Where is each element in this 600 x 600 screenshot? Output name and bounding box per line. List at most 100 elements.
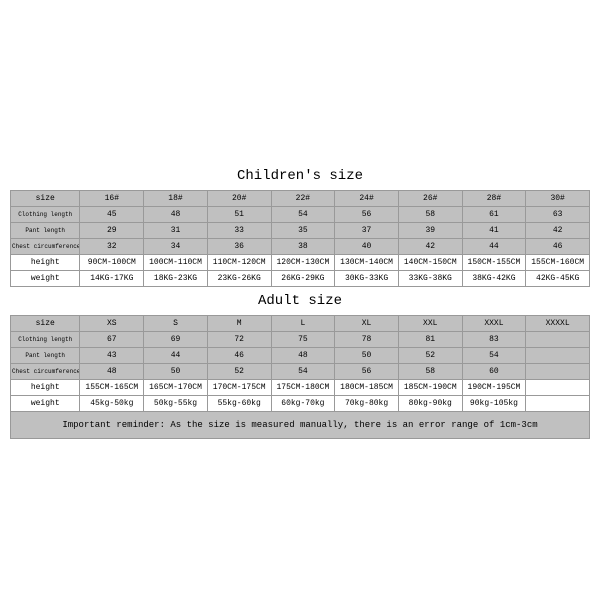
table-cell: 185CM-190CM bbox=[398, 379, 462, 395]
table-cell: 90kg-105kg bbox=[462, 395, 526, 411]
size-chart-container: Children's size size16#18#20#22#24#26#28… bbox=[10, 162, 590, 439]
table-cell: 18# bbox=[144, 190, 208, 206]
table-cell: 67 bbox=[80, 331, 144, 347]
row-label: Clothing length bbox=[11, 206, 80, 222]
table-cell: 150CM-155CM bbox=[462, 254, 526, 270]
table-cell: 69 bbox=[144, 331, 208, 347]
table-cell: 140CM-150CM bbox=[398, 254, 462, 270]
table-cell: 29 bbox=[80, 222, 144, 238]
row-label: weight bbox=[11, 395, 80, 411]
table-cell: XS bbox=[80, 315, 144, 331]
table-cell: 50kg-55kg bbox=[144, 395, 208, 411]
table-cell: 155CM-165CM bbox=[80, 379, 144, 395]
table-cell: 170CM-175CM bbox=[207, 379, 271, 395]
table-cell: 40 bbox=[335, 238, 399, 254]
table-cell: 175CM-180CM bbox=[271, 379, 335, 395]
table-cell bbox=[526, 331, 590, 347]
table-row: weight45kg-50kg50kg-55kg55kg-60kg60kg-70… bbox=[11, 395, 590, 411]
table-row: Clothing length4548515456586163 bbox=[11, 206, 590, 222]
table-cell: XXXL bbox=[462, 315, 526, 331]
table-cell: 42KG-45KG bbox=[526, 270, 590, 286]
table-cell: 16# bbox=[80, 190, 144, 206]
row-label: size bbox=[11, 190, 80, 206]
table-cell bbox=[526, 347, 590, 363]
table-cell: 56 bbox=[335, 363, 399, 379]
table-cell: 61 bbox=[462, 206, 526, 222]
table-cell: 38 bbox=[271, 238, 335, 254]
adult-size-table: sizeXSSMLXLXXLXXXLXXXXLClothing length67… bbox=[10, 315, 590, 412]
table-cell: 90CM-100CM bbox=[80, 254, 144, 270]
table-cell: 39 bbox=[398, 222, 462, 238]
table-cell: 100CM-110CM bbox=[144, 254, 208, 270]
table-cell: 72 bbox=[207, 331, 271, 347]
table-cell: 30# bbox=[526, 190, 590, 206]
table-cell: 56 bbox=[335, 206, 399, 222]
table-cell: XXL bbox=[398, 315, 462, 331]
table-cell: 45kg-50kg bbox=[80, 395, 144, 411]
table-row: Clothing length67697275788183 bbox=[11, 331, 590, 347]
table-cell: 23KG-26KG bbox=[207, 270, 271, 286]
table-cell: 51 bbox=[207, 206, 271, 222]
table-cell: 33KG-38KG bbox=[398, 270, 462, 286]
table-cell: 155CM-160CM bbox=[526, 254, 590, 270]
table-cell: 41 bbox=[462, 222, 526, 238]
table-cell: 24# bbox=[335, 190, 399, 206]
table-cell: 46 bbox=[526, 238, 590, 254]
row-label: size bbox=[11, 315, 80, 331]
table-cell: 22# bbox=[271, 190, 335, 206]
table-row: weight14KG-17KG18KG-23KG23KG-26KG26KG-29… bbox=[11, 270, 590, 286]
row-label: Pant length bbox=[11, 347, 80, 363]
table-cell: 46 bbox=[207, 347, 271, 363]
table-cell bbox=[526, 363, 590, 379]
table-cell: 80kg-90kg bbox=[398, 395, 462, 411]
table-row: Pant length2931333537394142 bbox=[11, 222, 590, 238]
table-cell: 18KG-23KG bbox=[144, 270, 208, 286]
table-row: size16#18#20#22#24#26#28#30# bbox=[11, 190, 590, 206]
table-cell: 20# bbox=[207, 190, 271, 206]
table-cell: 70kg-80kg bbox=[335, 395, 399, 411]
table-row: height90CM-100CM100CM-110CM110CM-120CM12… bbox=[11, 254, 590, 270]
table-cell bbox=[526, 395, 590, 411]
table-cell: 31 bbox=[144, 222, 208, 238]
table-cell: 83 bbox=[462, 331, 526, 347]
table-cell: 63 bbox=[526, 206, 590, 222]
table-cell: 60kg-70kg bbox=[271, 395, 335, 411]
table-cell: 34 bbox=[144, 238, 208, 254]
adult-section-title: Adult size bbox=[10, 287, 590, 315]
table-cell: 52 bbox=[207, 363, 271, 379]
table-row: sizeXSSMLXLXXLXXXLXXXXL bbox=[11, 315, 590, 331]
table-cell: 130CM-140CM bbox=[335, 254, 399, 270]
table-cell: 54 bbox=[271, 206, 335, 222]
table-cell: 36 bbox=[207, 238, 271, 254]
table-row: Chest circumference 1/248505254565860 bbox=[11, 363, 590, 379]
table-row: height155CM-165CM165CM-170CM170CM-175CM1… bbox=[11, 379, 590, 395]
table-cell: 26KG-29KG bbox=[271, 270, 335, 286]
table-cell: S bbox=[144, 315, 208, 331]
table-cell: XL bbox=[335, 315, 399, 331]
table-cell: 120CM-130CM bbox=[271, 254, 335, 270]
row-label: Chest circumference 1/2 bbox=[11, 238, 80, 254]
table-cell: 33 bbox=[207, 222, 271, 238]
table-cell: M bbox=[207, 315, 271, 331]
table-cell: 48 bbox=[271, 347, 335, 363]
table-row: Pant length43444648505254 bbox=[11, 347, 590, 363]
table-cell: 30KG-33KG bbox=[335, 270, 399, 286]
row-label: Clothing length bbox=[11, 331, 80, 347]
table-cell: 43 bbox=[80, 347, 144, 363]
table-cell: 28# bbox=[462, 190, 526, 206]
table-cell: XXXXL bbox=[526, 315, 590, 331]
table-cell bbox=[526, 379, 590, 395]
table-cell: 55kg-60kg bbox=[207, 395, 271, 411]
row-label: height bbox=[11, 254, 80, 270]
table-cell: 50 bbox=[335, 347, 399, 363]
table-cell: 81 bbox=[398, 331, 462, 347]
table-cell: 75 bbox=[271, 331, 335, 347]
table-cell: L bbox=[271, 315, 335, 331]
table-cell: 45 bbox=[80, 206, 144, 222]
reminder-note: Important reminder: As the size is measu… bbox=[10, 412, 590, 439]
table-cell: 78 bbox=[335, 331, 399, 347]
table-cell: 190CM-195CM bbox=[462, 379, 526, 395]
table-row: Chest circumference 1/23234363840424446 bbox=[11, 238, 590, 254]
table-cell: 52 bbox=[398, 347, 462, 363]
table-cell: 44 bbox=[462, 238, 526, 254]
